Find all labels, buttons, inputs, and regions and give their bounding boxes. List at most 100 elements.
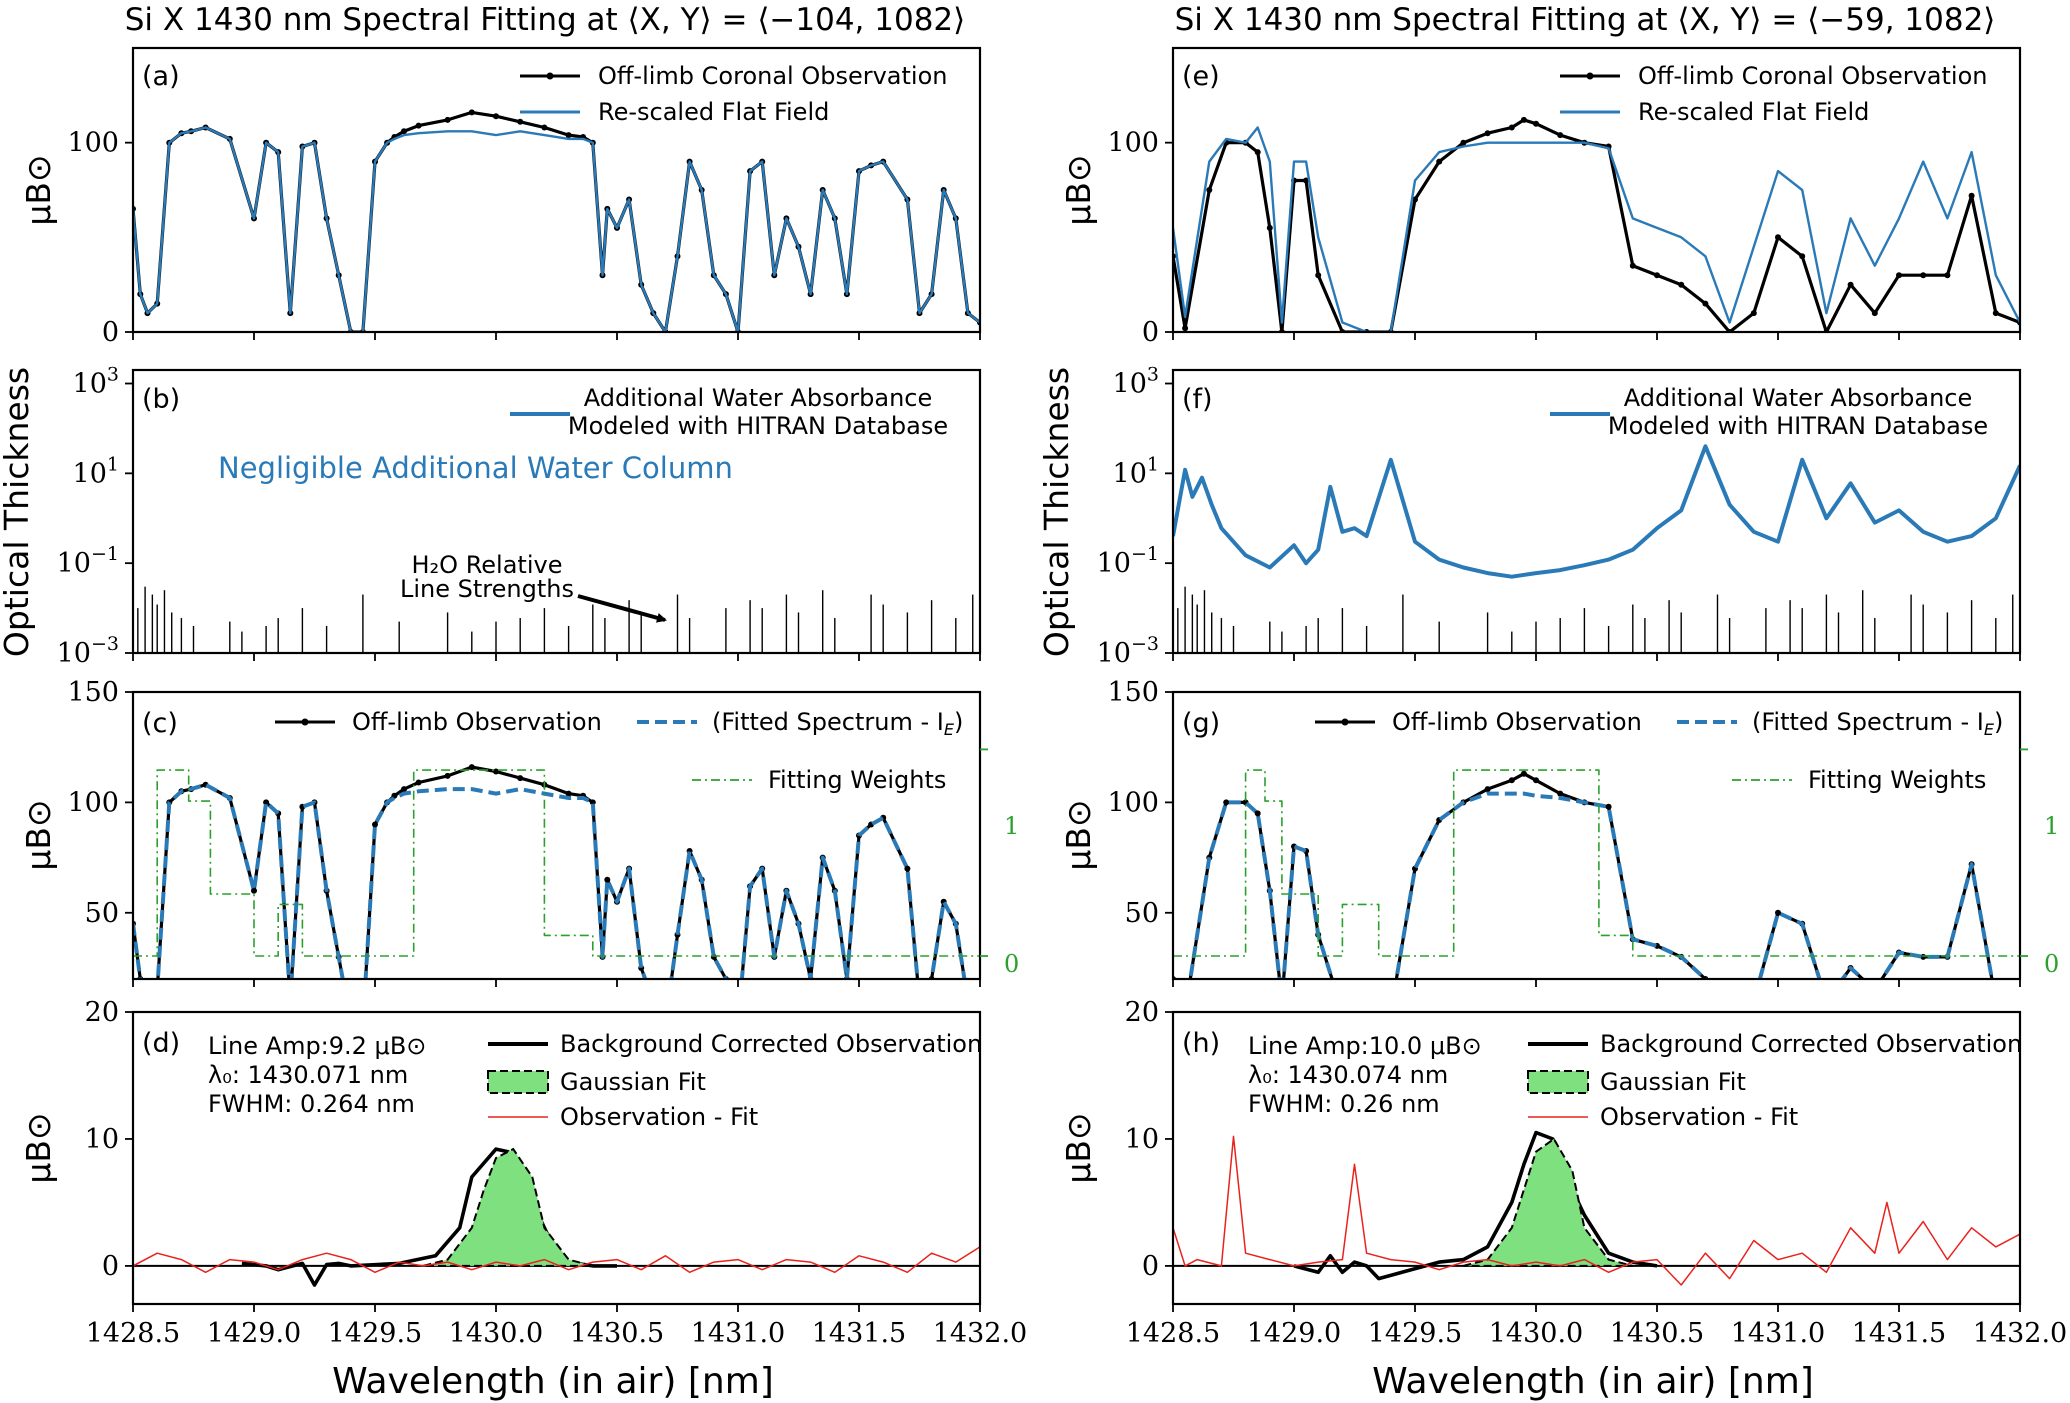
ytick-label-h-1: 10 [1125,1124,1159,1155]
panel-label-a: (a) [142,61,180,92]
legend-f-line2: Modeled with HITRAN Database [1608,412,1988,440]
legend-h-obs: Background Corrected Observation [1600,1030,2022,1058]
series-g-0-pt-29 [1751,998,1757,1004]
series-c-0-pt-57 [904,865,911,872]
x-axis-label-right: Wavelength (in air) [nm] [1372,1361,1814,1402]
negligible-water-note: Negligible Additional Water Column [218,451,733,485]
series-c-1 [133,782,967,979]
panel-b: 103 101 10−1 10−3 [57,364,982,669]
series-g-0-pt-19 [1520,770,1527,777]
y-label-d: μB⊙ [19,1112,58,1183]
series-e-0-pt-38 [1968,192,1975,199]
series-c-0-pt-24 [444,772,451,779]
series-a-0-pt-29 [565,132,572,139]
series-e-0-pt-20 [1533,120,1539,127]
series-a-0-pt-22 [401,128,407,135]
series-a-0-pt-24 [444,116,451,123]
ytick-label-c-2: 150 [67,677,119,708]
plot-area-e [1173,116,2020,332]
plot-area-g [1173,769,2020,1026]
panel-label-f: (f) [1182,384,1213,415]
axes-frame-h [1171,1010,2022,1306]
series-g-0-pt-39 [1993,998,1999,1004]
legend-e-obs: Off-limb Coronal Observation [1638,62,1988,90]
legend-d-obs: Background Corrected Observation [560,1030,982,1058]
axes-frame-e [1171,46,2022,334]
series-c-0-pt-26 [493,768,499,775]
series-h-1 [1463,1137,1634,1267]
series-c-0-pt-25 [468,764,475,771]
series-c-0-pt-27 [517,775,524,782]
legend-b: Additional Water Absorbance Modeled with… [510,384,948,440]
ytick-label-f-2: 10−1 [1097,543,1159,579]
series-c-0-pt-58 [917,998,923,1004]
series-f-0 [1173,444,2020,579]
xtick-label-h-5: 1431.0 [1731,1318,1825,1349]
plot-area-f [1173,444,2020,653]
series-e-0-pt-29 [1750,310,1757,317]
series-g-2 [1173,769,2020,957]
series-c-0-pt-19 [372,821,378,828]
xtick-label-d-6: 1431.5 [812,1318,906,1349]
ytick-label-f-3: 10−3 [1097,633,1159,669]
y-label-h: μB⊙ [1059,1112,1098,1183]
stats-d: Line Amp:9.2 μB⊙ λ₀: 1430.071 nm FWHM: 0… [208,1032,426,1118]
axes-frame-f [1171,368,2022,655]
series-g-0-pt-12 [1364,1020,1370,1026]
xtick-label-d-0: 1428.5 [86,1318,180,1349]
x-axis-label-left: Wavelength (in air) [nm] [332,1361,774,1402]
panel-c: 50 100 150 [67,677,988,1004]
legend-g-fit: (Fitted Spectrum - IE) [1752,708,2003,739]
legend-g-weights: Fitting Weights [1808,766,1986,794]
panel-label-d: (d) [142,1028,180,1059]
series-e-1 [1173,126,2020,332]
series-c-0-pt-9 [251,887,257,894]
xtick-label-d-1: 1429.0 [207,1318,301,1349]
series-c-0-pt-2 [145,998,151,1004]
series-c-0-pt-10 [263,799,270,806]
axes-frame-d [131,1010,982,1306]
series-g-0-pt-34 [1872,987,1878,993]
series-c-0 [133,765,967,979]
series-d-1 [423,1147,594,1267]
legend-c-obs: Off-limb Observation [352,708,602,736]
series-g-0-pt-5 [1254,810,1261,817]
ytick-label-d-0: 0 [102,1251,119,1282]
series-e-0-pt-30 [1775,234,1781,241]
arrow-text-1: H₂O Relative [412,551,563,579]
ytick-label-h-0: 0 [1142,1251,1159,1282]
series-e-0-pt-15 [1436,158,1443,165]
y-label-f: Optical Thickness [1037,367,1076,657]
series-e-0-pt-17 [1484,130,1491,137]
panel-label-h: (h) [1182,1028,1220,1059]
series-e-0-pt-35 [1896,272,1902,279]
plot-area-a [133,109,980,332]
xtick-label-d-3: 1430.0 [449,1318,543,1349]
series-e-0-pt-26 [1678,281,1685,288]
series-e-0-pt-27 [1702,300,1709,307]
series-c-0-pt-37 [650,998,656,1004]
series-e-0-pt-34 [1871,310,1878,317]
legend-a-obs: Off-limb Coronal Observation [598,62,948,90]
ytick-label-a-1: 100 [67,128,119,159]
stats-d-amp: Line Amp:9.2 μB⊙ [208,1032,426,1060]
series-e-0-pt-21 [1557,132,1564,139]
ytick-label-b-0: 103 [73,364,119,400]
legend-f-line1: Additional Water Absorbance [1624,384,1973,412]
xtick-label-h-0: 1428.5 [1126,1318,1220,1349]
xtick-label-h-6: 1431.5 [1852,1318,1946,1349]
panel-a: 0 100 [67,46,982,348]
series-c-0-pt-62 [965,998,971,1004]
series-e-0-pt-19 [1520,116,1527,123]
legend-h: Background Corrected Observation Gaussia… [1527,1030,2022,1131]
ytick-label-b-1: 101 [73,453,119,489]
series-g-1 [1173,791,1994,979]
series-g-0-pt-20 [1533,777,1539,784]
legend-g-obs: Off-limb Observation [1392,708,1642,736]
series-e-0-pt-31 [1799,253,1806,260]
panel-label-b: (b) [142,384,180,415]
ytick-label-h-2: 20 [1125,997,1159,1028]
series-e-0-pt-1 [1182,325,1189,332]
weight-tick-0-right: 0 [2044,950,2059,978]
